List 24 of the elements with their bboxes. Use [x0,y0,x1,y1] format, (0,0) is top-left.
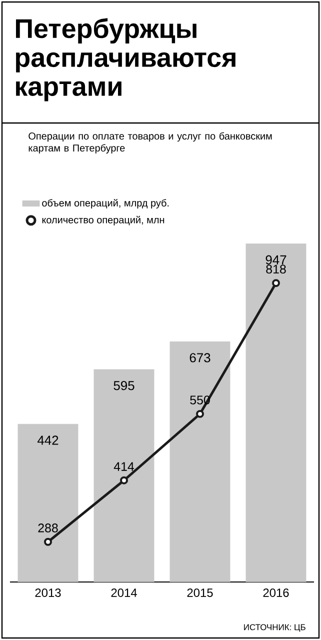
data-label: 818 [266,264,286,274]
x-tick-label: 2013 [35,588,61,597]
legend-label: объем операций, млрд руб. [42,199,169,208]
chart-subtitle: Операции по оплате товаров и услуг по банковским картам в Петербурге [28,132,272,154]
bar [94,369,154,582]
point [120,476,128,484]
point [44,538,52,546]
data-label: 414 [114,462,134,471]
data-label: 947 [266,255,286,264]
bar [246,244,306,582]
bar [18,424,78,582]
point [196,410,204,418]
chart-title: Петербуржцы расплачиваются картами [16,18,236,102]
data-label: 288 [38,524,58,532]
point [272,279,280,288]
x-tick-label: 2014 [111,588,137,597]
data-label: 595 [114,380,134,390]
bar [170,341,230,582]
data-label: 442 [37,436,58,445]
x-tick-label: 2016 [263,588,289,597]
x-tick-label: 2015 [187,588,213,597]
text: ИСТОЧНИК: ЦБ [244,624,306,632]
legend-label: количество операций, млн [42,216,164,226]
data-label: 673 [190,353,210,362]
